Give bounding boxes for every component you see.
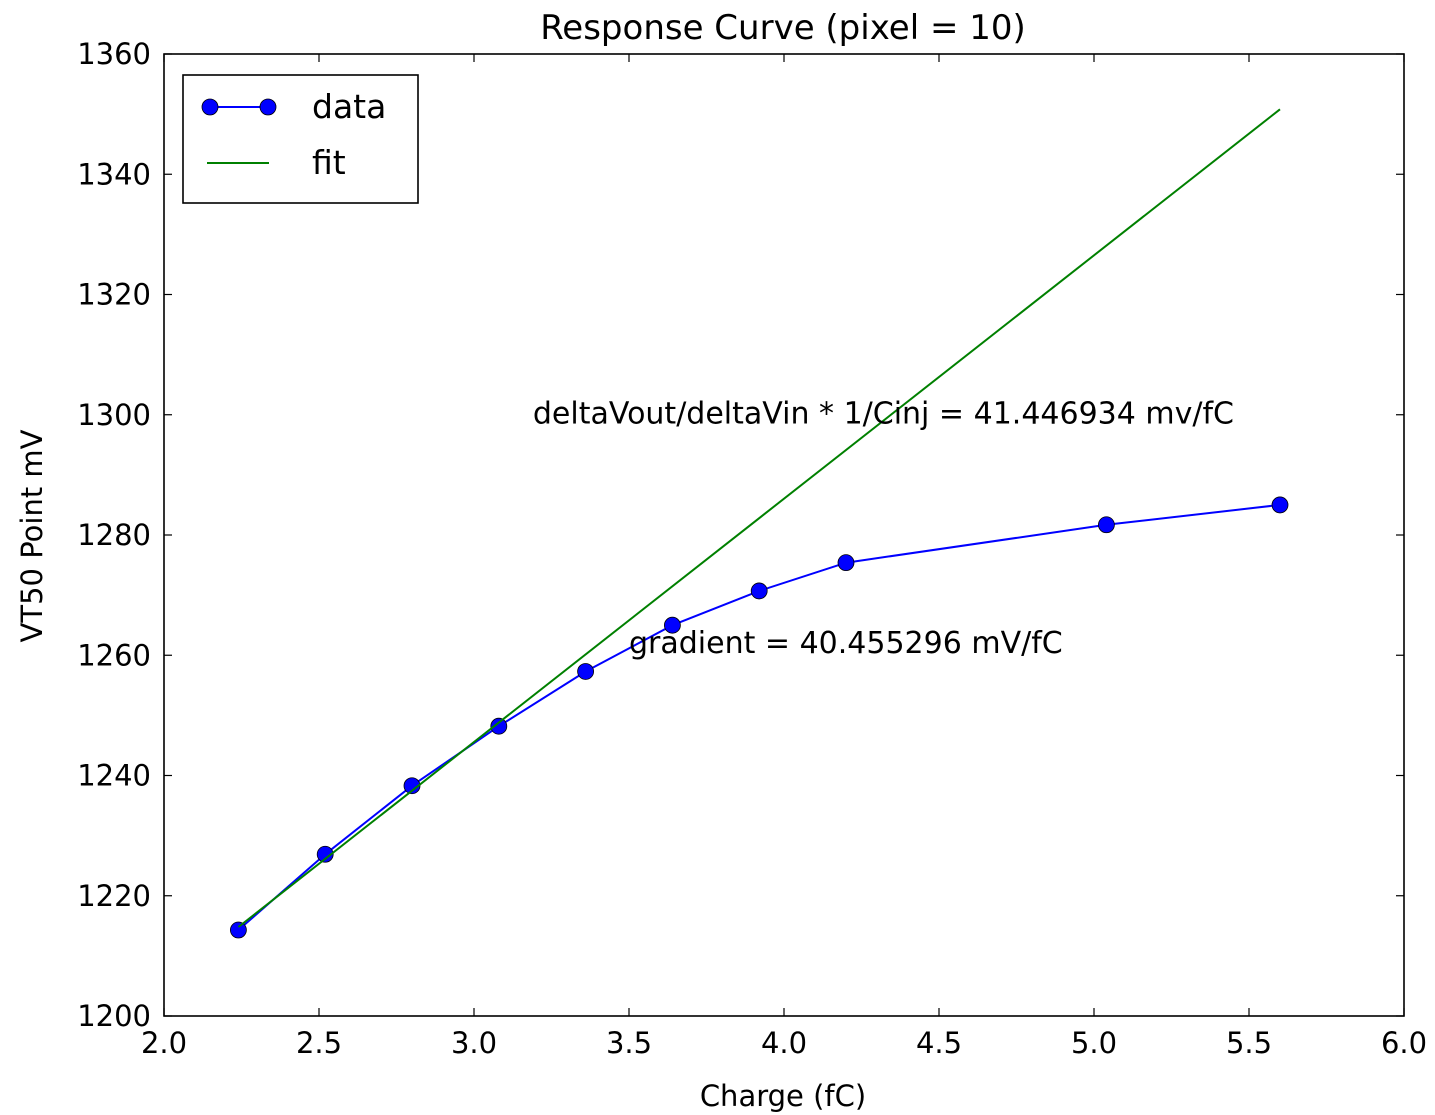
chart-title: Response Curve (pixel = 10) bbox=[540, 8, 1026, 48]
legend-marker bbox=[201, 98, 219, 116]
data-point bbox=[403, 777, 421, 795]
x-tick-label: 5.5 bbox=[1226, 1026, 1272, 1060]
annotation-text: gradient = 40.455296 mV/fC bbox=[629, 626, 1063, 661]
data-point bbox=[229, 921, 247, 939]
data-point bbox=[837, 554, 855, 572]
x-tick-label: 3.0 bbox=[451, 1026, 497, 1060]
data-point bbox=[750, 582, 768, 600]
annotation-text: deltaVout/deltaVin * 1/Cinj = 41.446934 … bbox=[533, 396, 1234, 431]
y-axis-label: VT50 Point mV bbox=[15, 429, 49, 642]
data-point bbox=[1271, 496, 1289, 514]
legend-marker bbox=[259, 98, 277, 116]
y-tick-label: 1300 bbox=[77, 398, 151, 432]
legend-box bbox=[182, 74, 419, 204]
y-tick-label: 1280 bbox=[77, 518, 151, 552]
series-line-fit bbox=[237, 108, 1281, 928]
data-point bbox=[577, 663, 594, 680]
legend-label: fit bbox=[312, 143, 346, 182]
data-point bbox=[316, 845, 334, 863]
data-point bbox=[664, 616, 681, 634]
legend: data fit bbox=[182, 74, 419, 204]
x-axis-label: Charge (fC) bbox=[700, 1079, 866, 1113]
x-tick-label: 3.5 bbox=[606, 1026, 652, 1060]
y-tick-label: 1200 bbox=[77, 999, 151, 1033]
data-point bbox=[490, 717, 508, 735]
x-tick-label: 6.0 bbox=[1381, 1026, 1427, 1060]
x-tick-label: 4.0 bbox=[761, 1026, 807, 1060]
y-tick-label: 1320 bbox=[77, 278, 151, 312]
y-tick-label: 1260 bbox=[77, 638, 151, 672]
y-tick-label: 1360 bbox=[77, 37, 151, 71]
plot-area: deltaVout/deltaVin * 1/Cinj = 41.446934 … bbox=[77, 37, 1427, 1060]
x-tick-label: 2.5 bbox=[296, 1026, 342, 1060]
x-tick-label: 4.5 bbox=[916, 1026, 962, 1060]
x-tick-label: 5.0 bbox=[1071, 1026, 1117, 1060]
y-tick-label: 1220 bbox=[77, 879, 151, 913]
x-tick-label: 2.0 bbox=[141, 1026, 187, 1060]
y-tick-label: 1240 bbox=[77, 759, 151, 793]
legend-label: data bbox=[312, 87, 386, 126]
y-tick-label: 1340 bbox=[77, 157, 151, 191]
data-point bbox=[1098, 516, 1115, 534]
series-line-data bbox=[237, 503, 1281, 931]
